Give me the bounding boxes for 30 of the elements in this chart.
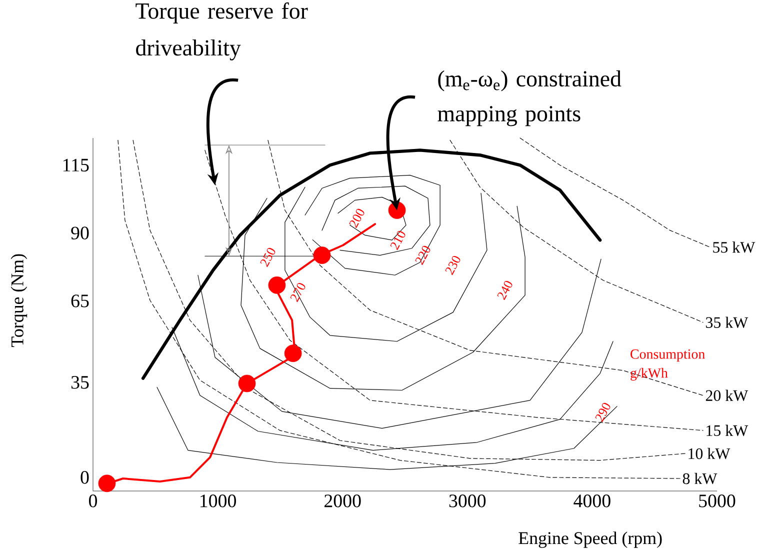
series-label: 35 kW	[706, 316, 748, 328]
x-tick-label: 5000	[699, 494, 736, 508]
y-tick-label: 65	[71, 294, 89, 308]
series-label: 20 kW	[706, 390, 748, 402]
annotation: 230	[445, 256, 460, 276]
annotation: 210	[390, 230, 406, 250]
series-label: 10 kW	[688, 448, 730, 460]
annotation: 270	[290, 282, 306, 302]
annotation: Consumption g/kWh	[630, 349, 705, 381]
y-tick-label: 35	[71, 376, 89, 389]
y-tick-label: 115	[63, 158, 89, 172]
y-axis-title: Torque (Nm)	[10, 254, 28, 347]
x-axis-title: Engine Speed (rpm)	[518, 532, 662, 548]
series-label: 55 kW	[713, 242, 756, 253]
x-tick-label: 0	[88, 494, 97, 508]
y-tick-label: 90	[71, 226, 89, 240]
annotation: 240	[497, 280, 512, 300]
annotation: 290	[595, 402, 610, 422]
x-tick-label: 1000	[200, 494, 236, 508]
annotation: 250	[260, 248, 276, 268]
x-tick-label: 3000	[449, 494, 486, 508]
x-tick-label: 2000	[324, 494, 361, 508]
annotation: (m$_{e}$-ω$_{e}$) constrained mapping points	[438, 70, 622, 126]
annotation: Torque reserve for driveability	[136, 2, 308, 60]
series-label: 15 kW	[706, 424, 748, 436]
annotation: 220	[415, 246, 430, 266]
annotation: 200	[349, 208, 364, 228]
y-tick-label: 0	[80, 471, 89, 484]
series-label: 8 kW	[682, 472, 718, 484]
x-tick-label: 4000	[574, 494, 610, 508]
